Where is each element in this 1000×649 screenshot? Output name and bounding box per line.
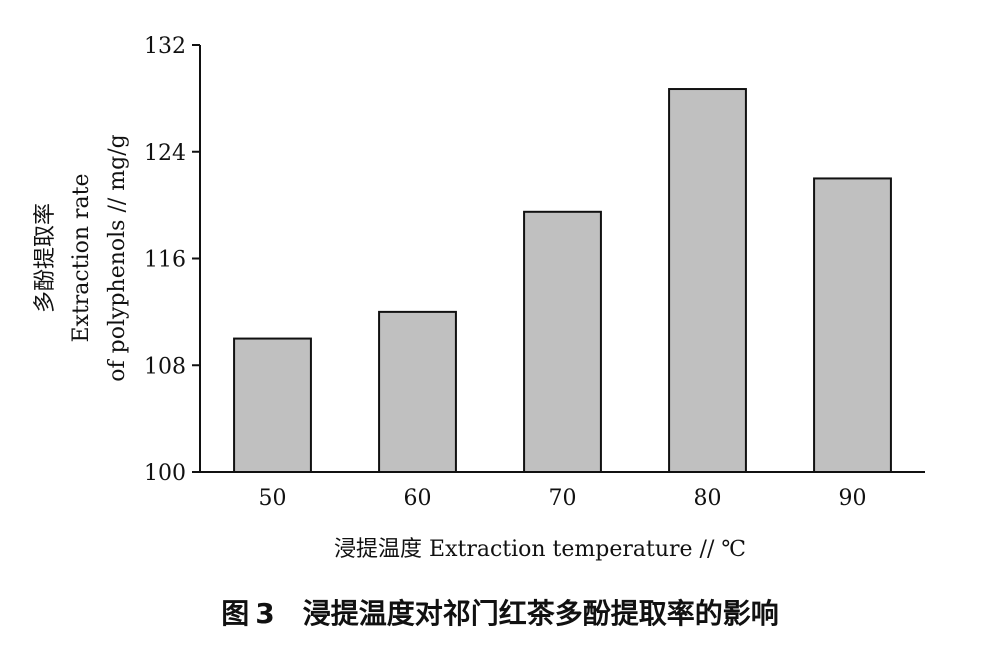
x-tick-label: 90 (839, 486, 867, 511)
bar-60 (378, 310, 457, 473)
bar-80 (668, 88, 747, 474)
y-axis-title-line-2: Extraction rate (69, 173, 94, 342)
bar-90 (813, 177, 892, 473)
x-tick-label: 60 (404, 486, 432, 511)
bar-chart: 100 108 116 124 132 50 60 70 80 90 多酚提取率 Extract… (33, 34, 925, 562)
bar-70 (523, 210, 602, 473)
figure-caption: 图 3 浸提温度对祁门红茶多酚提取率的影响 (0, 592, 1000, 632)
y-tick-label: 124 (144, 141, 186, 166)
x-axis-title: 浸提温度 Extraction temperature // ℃ (334, 537, 746, 562)
y-tick-label: 116 (144, 248, 186, 273)
bar-50 (233, 337, 312, 473)
x-tick-label: 70 (549, 486, 577, 511)
chart-panel: 100 108 116 124 132 50 60 70 80 90 多酚提取率 Extract… (33, 34, 925, 562)
x-ticks-group: 50 60 70 80 90 (259, 486, 867, 511)
caption-number: 3 (255, 597, 275, 630)
caption-text: 浸提温度对祁门红茶多酚提取率的影响 (302, 597, 779, 630)
y-axis-title-line-3: of polyphenols // mg/g (105, 134, 130, 381)
y-tick-label: 132 (144, 34, 186, 59)
y-tick-label: 108 (144, 354, 186, 379)
x-tick-label: 50 (259, 486, 287, 511)
y-axis-title-line-1: 多酚提取率 (33, 203, 58, 313)
y-tick-label: 100 (144, 461, 186, 486)
y-ticks-group: 100 108 116 124 132 (144, 34, 200, 486)
caption-prefix: 图 (221, 597, 250, 630)
x-tick-label: 80 (694, 486, 722, 511)
bars-group (233, 88, 892, 474)
